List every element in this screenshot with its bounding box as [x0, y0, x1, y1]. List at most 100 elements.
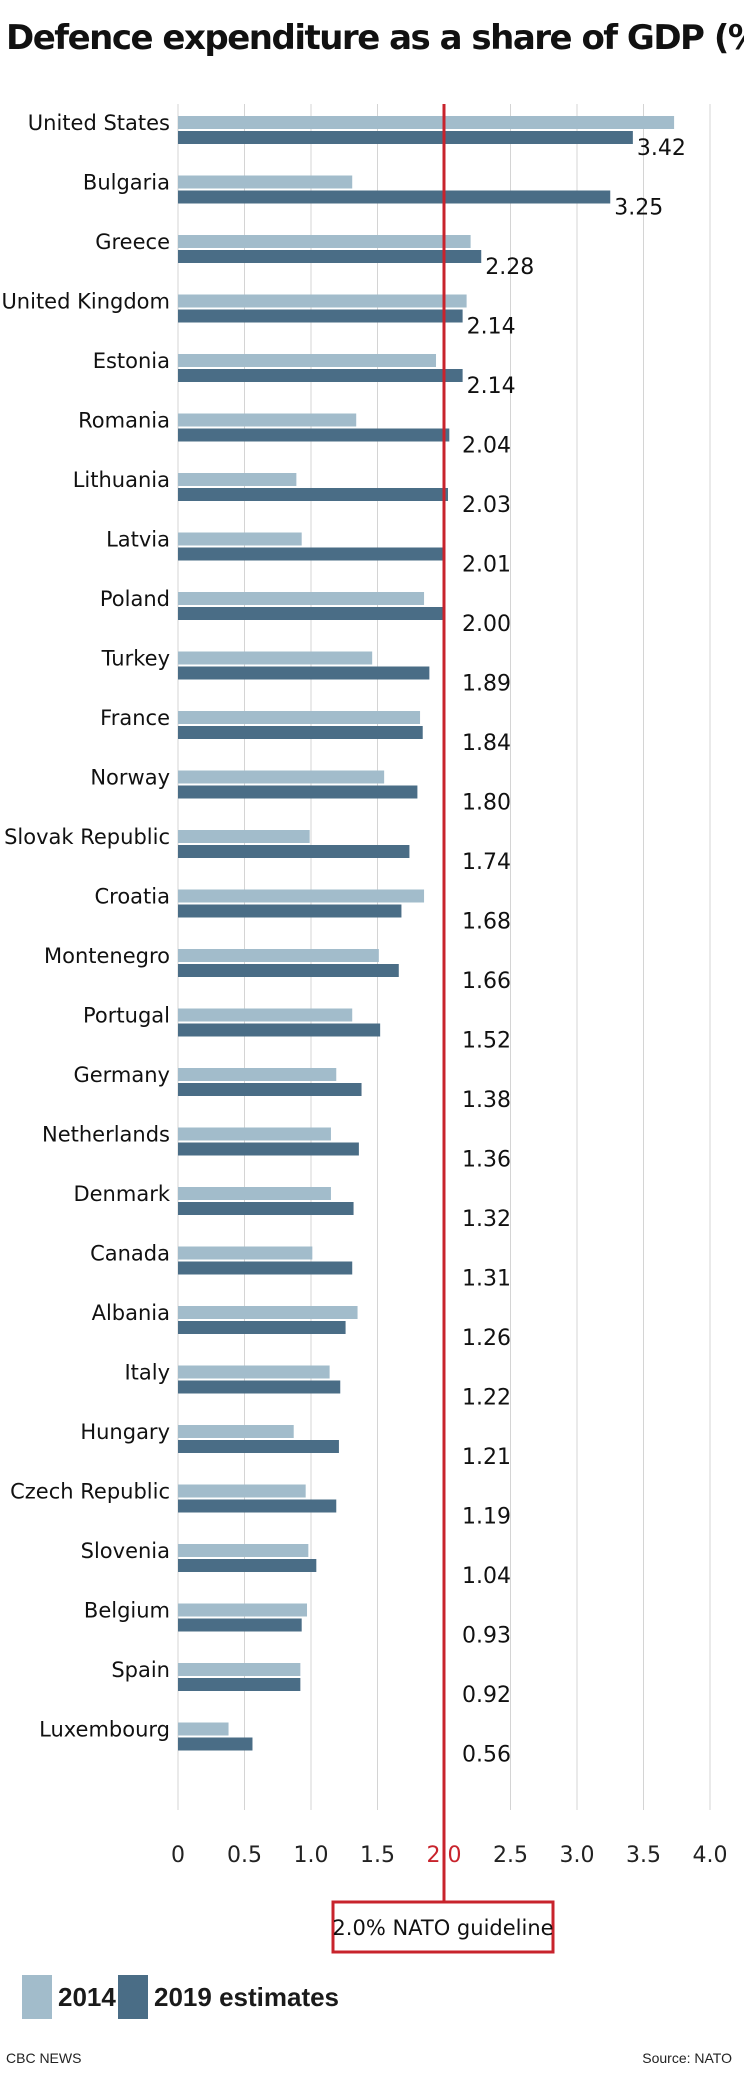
value-label: 2.28	[485, 255, 534, 280]
category-label: Bulgaria	[83, 171, 170, 195]
category-label: Estonia	[93, 349, 170, 373]
value-label: 3.25	[614, 196, 663, 221]
category-label: Germany	[73, 1063, 170, 1087]
value-label: 1.68	[462, 910, 511, 935]
bar-2019	[178, 1559, 316, 1572]
category-label: Netherlands	[42, 1123, 170, 1147]
value-label: 1.04	[462, 1564, 511, 1589]
bar-2014	[178, 1604, 307, 1617]
bar-2019	[178, 667, 429, 680]
legend-label-2019: 2019 estimates	[154, 1982, 339, 2013]
bar-2014	[178, 1485, 306, 1498]
bar-2014	[178, 830, 310, 843]
category-label: Croatia	[95, 885, 171, 909]
category-label: Czech Republic	[10, 1480, 170, 1504]
bar-2014	[178, 533, 302, 546]
category-label: United Kingdom	[1, 290, 170, 314]
bar-2019	[178, 1262, 352, 1275]
x-tick-label: 3.5	[626, 1843, 661, 1868]
value-label: 1.89	[462, 672, 511, 697]
bar-2019	[178, 1381, 340, 1394]
value-label: 0.92	[462, 1683, 511, 1708]
bar-2014	[178, 711, 420, 724]
category-label: Denmark	[73, 1182, 170, 1206]
value-label: 1.26	[462, 1326, 511, 1351]
bar-chart: 2.0% NATO guideline 0 0.5 1.0 1.5 2.0 2.5 3.0 3…	[0, 0, 744, 1960]
legend-item-2014: 2014	[22, 1975, 116, 2019]
value-label: 2.14	[467, 374, 516, 399]
x-tick-label: 1.0	[294, 1843, 329, 1868]
bar-2019	[178, 1440, 339, 1453]
value-label: 1.38	[462, 1088, 511, 1113]
credit: CBC NEWS	[6, 2050, 81, 2066]
bar-2019	[178, 1500, 336, 1513]
x-tick-label: 4.0	[693, 1843, 728, 1868]
bar-2019	[178, 905, 401, 918]
bar-2019	[178, 1083, 362, 1096]
bar-2014	[178, 1366, 330, 1379]
category-label: Greece	[95, 230, 170, 254]
bar-2019	[178, 131, 633, 144]
bar-2014	[178, 414, 356, 427]
category-label: Spain	[111, 1658, 170, 1682]
category-label: Hungary	[80, 1420, 170, 1444]
category-label: Albania	[92, 1301, 170, 1325]
bars	[178, 116, 674, 1751]
bar-2019	[178, 845, 409, 858]
value-label: 1.22	[462, 1386, 511, 1411]
bar-2014	[178, 1544, 308, 1557]
value-label: 2.01	[462, 553, 511, 578]
value-label: 2.14	[467, 315, 516, 340]
category-label: Slovak Republic	[4, 825, 170, 849]
category-label: Canada	[90, 1242, 170, 1266]
value-label: 1.19	[462, 1505, 511, 1530]
bar-2019	[178, 488, 448, 501]
bar-2014	[178, 1425, 294, 1438]
bar-2014	[178, 1187, 331, 1200]
bar-2014	[178, 473, 296, 486]
x-tick-label: 3.0	[560, 1843, 595, 1868]
x-tick-label: 2.5	[493, 1843, 528, 1868]
category-label: Portugal	[83, 1004, 170, 1028]
value-label: 2.00	[462, 612, 511, 637]
bar-2019	[178, 1678, 300, 1691]
value-label: 1.80	[462, 791, 511, 816]
bar-2019	[178, 250, 481, 263]
value-label: 1.84	[462, 731, 511, 756]
category-label: Romania	[78, 409, 170, 433]
bar-2014	[178, 176, 352, 189]
value-label: 1.66	[462, 969, 511, 994]
legend-swatch-2019	[118, 1975, 148, 2019]
bar-2014	[178, 1723, 229, 1736]
bar-2014	[178, 1128, 331, 1141]
bar-2019	[178, 191, 610, 204]
bar-2014	[178, 890, 424, 903]
category-label: Montenegro	[44, 944, 170, 968]
category-label: Slovenia	[81, 1539, 170, 1563]
bar-2014	[178, 1009, 352, 1022]
bar-2019	[178, 607, 444, 620]
value-label: 2.04	[462, 434, 511, 459]
category-label: Luxembourg	[39, 1718, 170, 1742]
bar-2014	[178, 771, 384, 784]
source: Source: NATO	[642, 2050, 732, 2066]
category-label: Belgium	[84, 1599, 170, 1623]
bar-2014	[178, 1068, 336, 1081]
bar-2014	[178, 592, 424, 605]
value-label: 1.21	[462, 1445, 511, 1470]
nato-guideline-label: 2.0% NATO guideline	[332, 1916, 553, 1940]
value-label: 3.42	[637, 136, 686, 161]
bar-2014	[178, 652, 372, 665]
bar-2019	[178, 548, 445, 561]
bar-2019	[178, 1321, 346, 1334]
value-label: 1.32	[462, 1207, 511, 1232]
bar-2019	[178, 429, 449, 442]
category-label: Latvia	[106, 528, 170, 552]
bar-2014	[178, 1247, 312, 1260]
category-label: Poland	[100, 587, 170, 611]
bar-2019	[178, 964, 399, 977]
legend-label-2014: 2014	[58, 1982, 116, 2013]
value-label: 1.52	[462, 1029, 511, 1054]
x-tick-label: 0	[171, 1843, 185, 1868]
bar-2019	[178, 1738, 252, 1751]
